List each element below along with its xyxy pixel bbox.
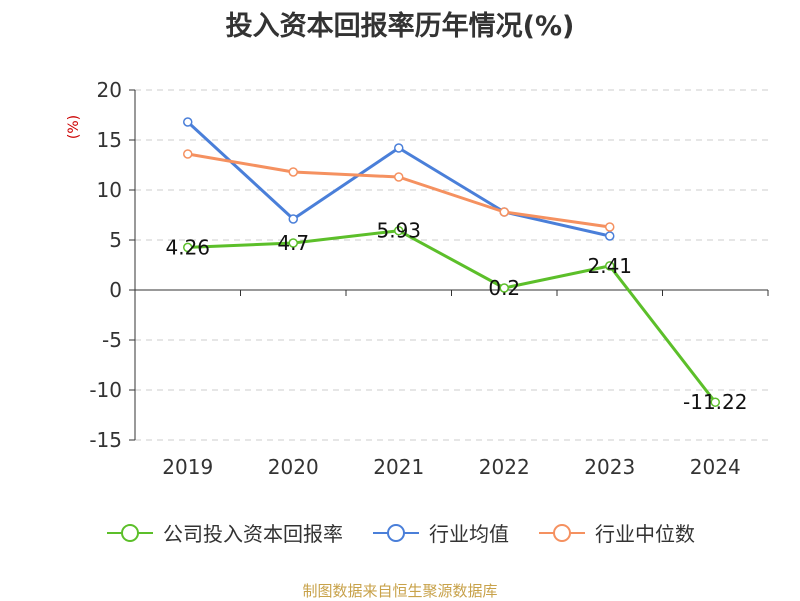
data-point-0 bbox=[288, 238, 298, 248]
data-point-0 bbox=[605, 261, 615, 271]
data-point-1 bbox=[183, 117, 193, 127]
data-point-2 bbox=[288, 167, 298, 177]
data-point-2 bbox=[183, 149, 193, 159]
x-tick-label: 2022 bbox=[479, 455, 530, 479]
legend-item-industry-median[interactable]: 行业中位数 bbox=[537, 518, 695, 547]
data-point-2 bbox=[394, 172, 404, 182]
data-point-0 bbox=[710, 397, 720, 407]
legend-label-industry-avg: 行业均值 bbox=[429, 522, 509, 546]
y-tick-label: 20 bbox=[97, 78, 122, 102]
x-tick-label: 2023 bbox=[584, 455, 635, 479]
y-tick-label: -5 bbox=[102, 328, 122, 352]
legend-marker-company bbox=[107, 523, 153, 542]
data-label: 4.7 bbox=[277, 231, 309, 255]
chart-legend: 公司投入资本回报率 行业均值 行业中位数 bbox=[0, 518, 800, 547]
data-point-2 bbox=[605, 222, 615, 232]
legend-marker-industry-median bbox=[539, 523, 585, 542]
y-tick-label: 10 bbox=[97, 178, 122, 202]
y-tick-label: -15 bbox=[89, 428, 122, 452]
legend-item-industry-avg[interactable]: 行业均值 bbox=[371, 518, 509, 547]
series-line-0 bbox=[187, 229, 717, 404]
x-tick-label: 2021 bbox=[373, 455, 424, 479]
data-point-0 bbox=[183, 242, 193, 253]
data-label: 0.2 bbox=[488, 276, 520, 300]
data-point-0 bbox=[394, 225, 404, 236]
legend-item-company[interactable]: 公司投入资本回报率 bbox=[105, 518, 343, 547]
x-tick-label: 2020 bbox=[268, 455, 319, 479]
legend-label-company: 公司投入资本回报率 bbox=[163, 522, 343, 546]
data-point-1 bbox=[605, 231, 615, 241]
legend-marker-industry-avg bbox=[373, 523, 419, 542]
data-label: 4.26 bbox=[165, 235, 210, 259]
legend-label-industry-median: 行业中位数 bbox=[595, 522, 695, 546]
data-point-1 bbox=[288, 214, 298, 224]
y-tick-label: 15 bbox=[97, 128, 122, 152]
x-tick-label: 2024 bbox=[690, 455, 741, 479]
data-point-2 bbox=[499, 207, 509, 217]
data-label: 2.41 bbox=[587, 254, 632, 278]
source-footer: 制图数据来自恒生聚源数据库 bbox=[302, 582, 498, 600]
data-point-0 bbox=[499, 283, 509, 293]
data-point-1 bbox=[394, 143, 404, 153]
y-tick-label: 0 bbox=[109, 278, 122, 302]
chart-title: 投入资本回报率历年情况(%) bbox=[225, 11, 575, 42]
x-tick-label: 2019 bbox=[162, 455, 213, 479]
y-axis-label: (%) bbox=[66, 115, 82, 139]
y-tick-label: -10 bbox=[89, 378, 122, 402]
data-label: 5.93 bbox=[376, 219, 421, 243]
data-label: -11.22 bbox=[683, 390, 747, 414]
y-tick-label: 5 bbox=[109, 228, 122, 252]
